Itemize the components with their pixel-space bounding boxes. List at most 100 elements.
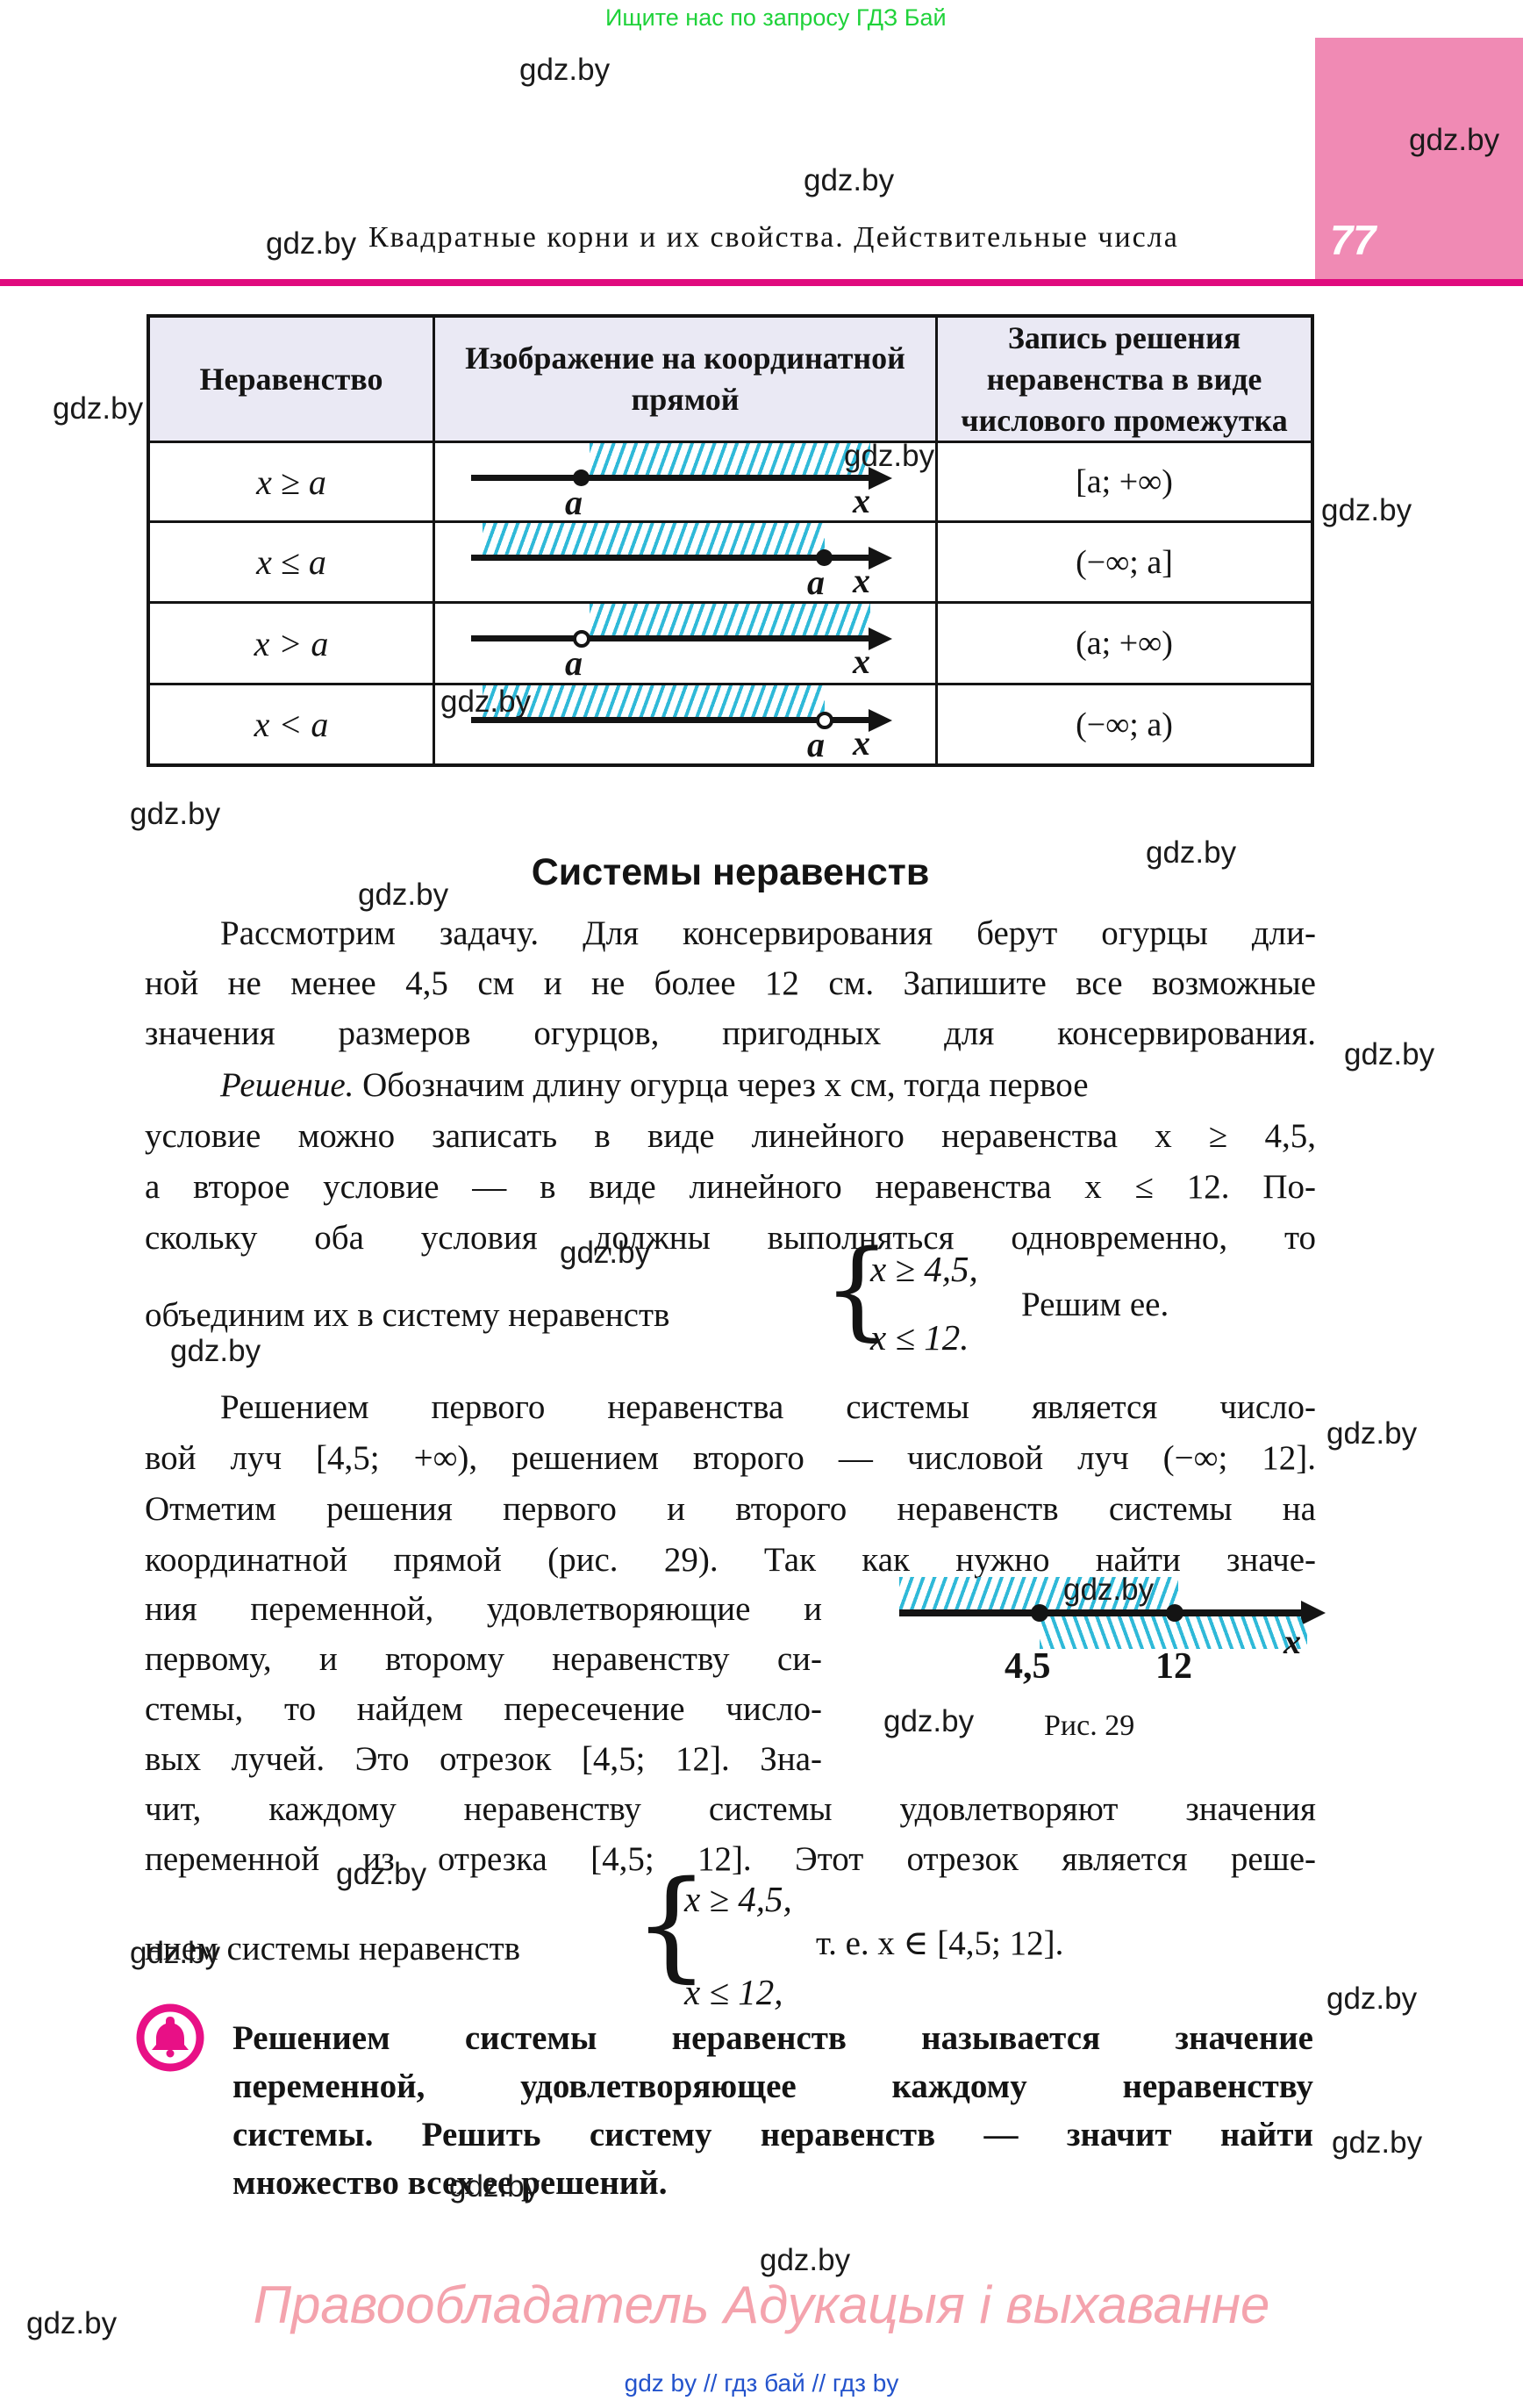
- col-header-interval: Запись решения неравенства в виде числов…: [935, 314, 1314, 444]
- gdz-watermark: gdz.by: [804, 163, 895, 197]
- table-row: x > a a x (a; +∞): [147, 601, 1314, 686]
- table-row: x ≤ a a x (−∞; a]: [147, 520, 1314, 605]
- gdz-watermark: gdz.by: [844, 439, 935, 473]
- open-point-icon: [573, 630, 590, 649]
- solution-label: Решение.: [220, 1066, 354, 1104]
- point-label: 4,5: [1005, 1646, 1051, 1687]
- figure-29: 4,5 12 x: [899, 1575, 1338, 1764]
- paragraph-line: значения размеров огурцов, пригодных для…: [145, 1014, 1316, 1052]
- inequality-value: x ≤ a: [147, 520, 435, 605]
- axis-label: x: [1283, 1622, 1301, 1661]
- gdz-watermark: gdz.by: [26, 2306, 118, 2340]
- point-label: a: [565, 483, 583, 523]
- definition-line: системы. Решить систему неравенств — зна…: [232, 2116, 1313, 2154]
- table-row: x ≥ a a x [a; +∞): [147, 441, 1314, 524]
- axis-label: x: [853, 641, 870, 682]
- gdz-watermark: gdz.by: [130, 1936, 221, 1970]
- gdz-watermark: gdz.by: [1063, 1573, 1155, 1607]
- point-label: a: [565, 643, 583, 684]
- interval-value: (a; +∞): [935, 601, 1314, 686]
- point-label: a: [807, 725, 825, 765]
- axis-line: [471, 475, 871, 482]
- axis-arrow-icon: [869, 627, 892, 651]
- axis-line: [471, 717, 871, 724]
- figure-caption: Рис. 29: [1044, 1709, 1135, 1742]
- system1-after-text: Решим ее.: [1021, 1286, 1169, 1323]
- interval-value: (−∞; a]: [935, 520, 1314, 605]
- numberline-gt: a x: [433, 601, 938, 686]
- inequality-value: x < a: [147, 683, 435, 767]
- hatch-region-icon: [590, 443, 870, 476]
- paragraph-line: условие можно записать в виде линейного …: [145, 1117, 1316, 1155]
- footer-links[interactable]: gdz by // гдз бай // гдз by: [624, 2369, 899, 2397]
- open-point-icon: [816, 712, 833, 730]
- paragraph-line: Решение. Обозначим длину огурца через x …: [145, 1060, 1316, 1111]
- paragraph-line: ния переменной, удовлетворяющие и: [145, 1590, 822, 1628]
- gdz-watermark: gdz.by: [883, 1704, 975, 1738]
- page-number: 77: [1330, 217, 1376, 263]
- system2-after-text: т. е. x ∈ [4,5; 12].: [816, 1924, 1064, 1962]
- paragraph-line: Отметим решения первого и второго нераве…: [145, 1490, 1316, 1528]
- gdz-watermark: gdz.by: [170, 1334, 261, 1368]
- gdz-watermark: gdz.by: [1409, 123, 1500, 157]
- inequalities-table: Неравенство Изображение на координатной …: [147, 314, 1314, 767]
- closed-point-icon: [573, 469, 590, 487]
- paragraph-line: координатной прямой (рис. 29). Так как н…: [145, 1541, 1316, 1579]
- paragraph-line: скольку оба условия должны выполняться о…: [145, 1219, 1316, 1257]
- definition-line: множество всех ее решений.: [232, 2164, 668, 2202]
- interval-value: [a; +∞): [935, 441, 1314, 524]
- numberline-graphic: a x: [435, 685, 935, 765]
- paragraph-line: чит, каждому неравенству системы удовлет…: [145, 1790, 1316, 1828]
- paragraph-line: ной не менее 4,5 см и не более 12 см. За…: [145, 964, 1316, 1002]
- system-brace: {: [633, 1856, 710, 1995]
- solution-first-line: Обозначим длину огурца через x см, тогда…: [354, 1066, 1089, 1104]
- axis-arrow-icon: [869, 547, 892, 570]
- axis-arrow-icon: [869, 467, 892, 491]
- numberline-graphic: a x: [435, 443, 935, 523]
- hatch-region-icon: [483, 685, 825, 718]
- gdz-watermark: gdz.by: [449, 2169, 540, 2204]
- system2-inequality-2: x ≤ 12,: [684, 1972, 783, 2012]
- header-rule: [0, 279, 1523, 286]
- gdz-watermark: gdz.by: [1321, 493, 1412, 527]
- running-head: Квадратные корни и их свойства. Действит…: [368, 221, 1179, 254]
- numberline-lt: a x: [433, 683, 938, 767]
- interval-value: (−∞; a): [935, 683, 1314, 767]
- system2-intro: нием системы неравенств: [145, 1930, 521, 1967]
- gdz-watermark: gdz.by: [560, 1236, 651, 1270]
- copyright-brand: Правообладатель Адукацыя і выхаванне: [253, 2275, 1270, 2334]
- system1-inequality-1: x ≥ 4,5,: [870, 1249, 978, 1289]
- gdz-watermark: gdz.by: [130, 797, 221, 831]
- promo-banner: Ищите нас по запросу ГДЗ Бай: [605, 4, 947, 31]
- paragraph-line: вой луч [4,5; +∞), решением второго — чи…: [145, 1439, 1316, 1477]
- gdz-watermark: gdz.by: [760, 2243, 851, 2277]
- gdz-watermark: gdz.by: [336, 1857, 427, 1891]
- gdz-watermark: gdz.by: [1326, 1416, 1418, 1451]
- closed-point-icon: [1031, 1604, 1048, 1622]
- bell-icon: [136, 2003, 204, 2072]
- definition-line: переменной, удовлетворяющее каждому нера…: [232, 2068, 1313, 2105]
- hatch-region-icon: [1040, 1616, 1307, 1649]
- gdz-watermark: gdz.by: [440, 684, 532, 719]
- paragraph-line: Решением первого неравенства системы явл…: [220, 1388, 1316, 1426]
- system1-intro: объединим их в систему неравенств: [145, 1296, 670, 1334]
- axis-line: [471, 555, 871, 562]
- gdz-watermark: gdz.by: [519, 53, 611, 87]
- gdz-watermark: gdz.by: [266, 226, 357, 261]
- axis-line: [471, 635, 871, 642]
- system-brace: {: [823, 1227, 891, 1351]
- numberline-le: a x: [433, 520, 938, 605]
- axis-label: x: [853, 561, 870, 601]
- numberline-graphic: a x: [435, 523, 935, 602]
- gdz-watermark: gdz.by: [1332, 2125, 1423, 2160]
- paragraph-line: а второе условие — в виде линейного нера…: [145, 1168, 1316, 1206]
- inequality-value: x ≥ a: [147, 441, 435, 524]
- hatch-region-icon: [590, 604, 870, 636]
- hatch-region-icon: [483, 523, 825, 555]
- gdz-watermark: gdz.by: [1344, 1037, 1435, 1071]
- col-header-numberline: Изображение на координатной прямой: [433, 314, 938, 444]
- numberline-graphic: a x: [435, 604, 935, 683]
- gdz-watermark: gdz.by: [358, 878, 449, 912]
- point-label: 12: [1155, 1646, 1192, 1687]
